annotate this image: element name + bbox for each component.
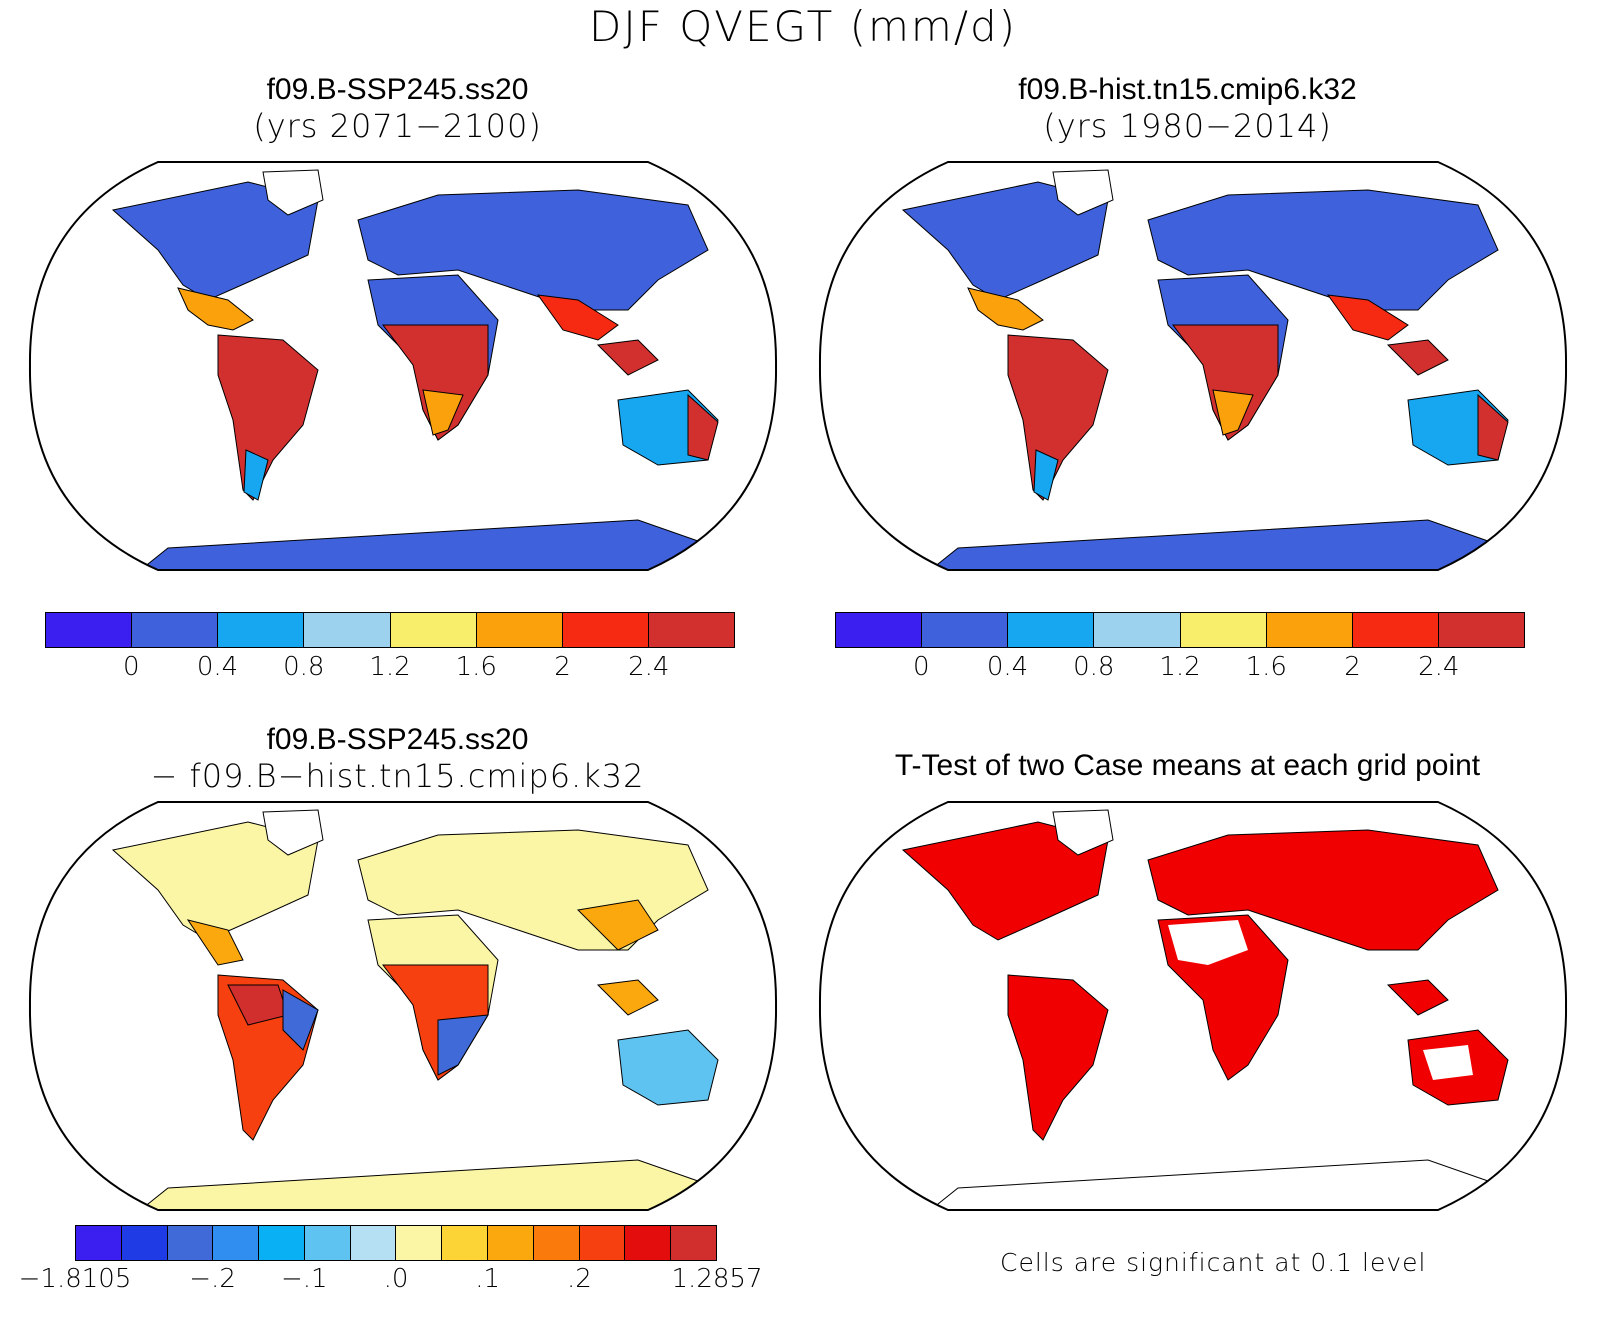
colorbar-swatch bbox=[213, 1226, 260, 1260]
colorbar-tick-label: 2.4 bbox=[628, 652, 670, 682]
map-difference-land bbox=[111, 809, 739, 1210]
colorbar-future bbox=[45, 612, 735, 648]
colorbar-swatch bbox=[1266, 613, 1353, 647]
colorbar-swatch bbox=[671, 1226, 716, 1260]
panel-title-future: f09.B-SSP245.ss20 (yrs 2071−2100) bbox=[90, 72, 705, 144]
colorbar-tick-label: .1 bbox=[475, 1264, 501, 1294]
colorbar-tick-label: 2 bbox=[1344, 652, 1361, 682]
colorbar-swatch bbox=[533, 1226, 580, 1260]
colorbar-swatch bbox=[1008, 613, 1095, 647]
colorbar-swatch bbox=[648, 613, 734, 647]
map-ttest-land bbox=[901, 809, 1529, 1210]
colorbar-tick-label: 0 bbox=[122, 652, 140, 682]
panel-title-historical-case: f09.B-hist.tn15.cmip6.k32 bbox=[1018, 73, 1357, 106]
colorbar-swatch bbox=[390, 613, 477, 647]
colorbar-tick-label: 1.2 bbox=[1159, 652, 1201, 682]
map-difference bbox=[28, 801, 778, 1211]
colorbar-swatch bbox=[488, 1226, 534, 1260]
colorbar-swatch bbox=[132, 613, 219, 647]
colorbar-swatch bbox=[442, 1226, 489, 1260]
colorbar-tick-label: 1.2857 bbox=[671, 1264, 763, 1294]
colorbar-swatch bbox=[350, 1226, 397, 1260]
colorbar-historical bbox=[835, 612, 1525, 648]
map-ttest bbox=[818, 801, 1568, 1211]
colorbar-tick-label: 0.8 bbox=[283, 652, 325, 682]
colorbar-swatch bbox=[1438, 613, 1524, 647]
colorbar-swatch bbox=[218, 613, 305, 647]
map-historical-border bbox=[818, 161, 1568, 571]
panel-title-difference-minus: − f09.B−hist.tn15.cmip6.k32 bbox=[150, 757, 645, 795]
panel-title-difference: f09.B-SSP245.ss20 − f09.B−hist.tn15.cmip… bbox=[40, 722, 755, 794]
colorbar-swatch bbox=[396, 1226, 443, 1260]
colorbar-swatch bbox=[836, 613, 923, 647]
map-future bbox=[28, 161, 778, 571]
colorbar-swatch bbox=[167, 1226, 214, 1260]
colorbar-swatch bbox=[1180, 613, 1267, 647]
colorbar-swatch bbox=[304, 613, 391, 647]
colorbar-tick-label: 1.2 bbox=[369, 652, 411, 682]
map-historical bbox=[818, 161, 1568, 571]
panel-title-future-case: f09.B-SSP245.ss20 bbox=[266, 73, 529, 106]
colorbar-swatch bbox=[922, 613, 1009, 647]
map-future-land bbox=[111, 169, 739, 570]
colorbar-tick-label: 0.8 bbox=[1073, 652, 1115, 682]
colorbar-swatch bbox=[304, 1226, 351, 1260]
colorbar-tick-label: 1.6 bbox=[455, 652, 497, 682]
significance-note: Cells are significant at 0.1 level bbox=[1000, 1248, 1427, 1277]
colorbar-tick-label: 2.4 bbox=[1418, 652, 1460, 682]
colorbar-tick-label: 2 bbox=[554, 652, 571, 682]
colorbar-swatch bbox=[579, 1226, 626, 1260]
colorbar-tick-label: .0 bbox=[383, 1264, 409, 1294]
map-ttest-border bbox=[818, 801, 1568, 1211]
colorbar-swatch bbox=[1094, 613, 1181, 647]
panel-title-ttest: T-Test of two Case means at each grid po… bbox=[820, 748, 1555, 784]
colorbar-swatch bbox=[1352, 613, 1439, 647]
panel-title-future-years: (yrs 2071−2100) bbox=[253, 107, 542, 145]
panel-title-ttest-text: T-Test of two Case means at each grid po… bbox=[894, 749, 1481, 782]
colorbar-tick-label: 0 bbox=[912, 652, 930, 682]
colorbar-swatch bbox=[46, 613, 133, 647]
colorbar-swatch bbox=[562, 613, 649, 647]
map-historical-land bbox=[901, 169, 1529, 570]
map-difference-border bbox=[28, 801, 778, 1211]
panel-title-historical: f09.B-hist.tn15.cmip6.k32 (yrs 1980−2014… bbox=[880, 72, 1495, 144]
map-future-border bbox=[28, 161, 778, 571]
colorbar-tick-label: −.2 bbox=[189, 1264, 236, 1294]
colorbar-tick-label: −.1 bbox=[280, 1264, 328, 1294]
colorbar-swatch bbox=[121, 1226, 168, 1260]
panel-title-difference-case: f09.B-SSP245.ss20 bbox=[266, 723, 529, 756]
colorbar-tick-label: 0.4 bbox=[986, 652, 1029, 682]
colorbar-tick-label: 1.6 bbox=[1245, 652, 1287, 682]
colorbar-difference bbox=[75, 1225, 717, 1261]
colorbar-swatch bbox=[259, 1226, 305, 1260]
colorbar-tick-label: 0.4 bbox=[196, 652, 239, 682]
colorbar-tick-label: .2 bbox=[567, 1264, 592, 1294]
colorbar-swatch bbox=[476, 613, 563, 647]
figure-title: DJF QVEGT (mm/d) bbox=[588, 2, 1018, 51]
panel-title-historical-years: (yrs 1980−2014) bbox=[1043, 107, 1332, 145]
colorbar-swatch bbox=[76, 1226, 122, 1260]
colorbar-tick-label: −1.8105 bbox=[18, 1264, 132, 1294]
colorbar-swatch bbox=[625, 1226, 672, 1260]
